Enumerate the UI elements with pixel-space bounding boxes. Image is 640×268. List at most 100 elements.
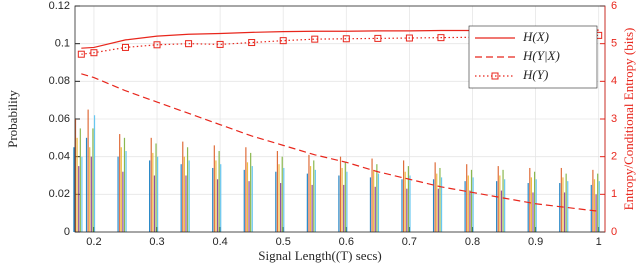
bar (306, 173, 308, 232)
y-axis-label: Probability (5, 90, 20, 148)
bar (590, 184, 592, 232)
bar (220, 164, 222, 232)
bar (78, 166, 80, 232)
bar (188, 160, 190, 232)
bar (371, 158, 373, 232)
bar (213, 145, 215, 232)
y-tick-label: 0.06 (49, 113, 70, 125)
bar (120, 147, 122, 232)
bar (117, 156, 119, 232)
bar (246, 162, 249, 232)
y-tick-label: 0.12 (49, 0, 70, 12)
x-axis-label: Signal Length((T) secs) (258, 248, 381, 263)
y2-axis-label: Entropy/Conditional Entropy (bits) (621, 28, 636, 211)
y-tick-label: 0 (64, 226, 70, 238)
bar (152, 152, 154, 232)
bar (404, 171, 406, 232)
bar (73, 147, 75, 232)
marker (216, 40, 224, 48)
bar (565, 173, 567, 232)
bar (567, 181, 569, 232)
x-tick-label: 0.9 (528, 236, 543, 248)
bar (469, 190, 471, 232)
bar (559, 183, 561, 232)
line (81, 73, 599, 212)
marker (311, 35, 319, 43)
bar (436, 173, 438, 232)
x-tick-label: 0.8 (465, 236, 480, 248)
bar (406, 188, 408, 232)
bar (308, 154, 310, 232)
marker (153, 41, 161, 49)
legend-label: H(Y|X) (522, 48, 560, 63)
bar (81, 156, 83, 232)
marker (405, 34, 413, 42)
x-tick-label: 0.2 (86, 236, 101, 248)
bar (251, 166, 253, 232)
bar (369, 177, 372, 232)
marker (437, 34, 445, 42)
bar (502, 169, 504, 232)
bar (76, 137, 78, 232)
bar (250, 152, 252, 232)
bar (79, 128, 81, 232)
x-tick-label: 0.6 (339, 236, 354, 248)
bar (185, 175, 187, 232)
bar (373, 169, 375, 232)
x-tick-label: 0.7 (402, 236, 417, 248)
bar (338, 175, 340, 232)
y2-tick-label: 2 (611, 151, 617, 163)
bar (90, 156, 92, 232)
bar (464, 181, 466, 232)
y2-tick-label: 4 (611, 75, 617, 87)
bar (150, 137, 152, 232)
y-tick-label: 0.08 (49, 75, 70, 87)
bar (245, 147, 247, 232)
y2-tick-label: 0 (611, 226, 617, 238)
bar (89, 147, 91, 232)
bar (598, 181, 600, 232)
y2-tick-label: 3 (611, 113, 617, 125)
bar (377, 173, 380, 232)
marker (90, 49, 98, 57)
bar (122, 171, 124, 232)
bar (374, 186, 376, 232)
y2-tick-label: 5 (611, 38, 617, 50)
bar (497, 166, 499, 232)
bar (311, 184, 313, 232)
bar (529, 167, 531, 232)
bar (533, 171, 536, 232)
x-tick-label: 0.3 (149, 236, 164, 248)
bar (123, 137, 126, 232)
bar (182, 141, 184, 232)
bar (87, 109, 89, 232)
bar (592, 169, 594, 232)
bar (432, 179, 435, 232)
bar (183, 156, 185, 232)
bar (74, 119, 77, 232)
bar (401, 179, 403, 232)
bar (314, 169, 316, 232)
bar (439, 167, 441, 232)
bar (434, 162, 436, 232)
x-tick-label: 1 (596, 236, 602, 248)
marker (248, 39, 256, 47)
bar (180, 164, 182, 232)
bar (276, 151, 279, 232)
bar (218, 151, 220, 232)
bar (216, 179, 219, 232)
y-tick-label: 0.1 (55, 38, 70, 50)
bar (346, 171, 348, 232)
bar (597, 173, 599, 232)
marker (279, 37, 287, 45)
bar (92, 128, 94, 232)
bar (344, 162, 346, 232)
bar (215, 160, 217, 232)
bar (157, 156, 159, 232)
bar (409, 175, 411, 232)
bar (309, 166, 312, 232)
y2-tick-label: 1 (611, 188, 617, 200)
bar (403, 160, 405, 232)
bar (535, 179, 537, 232)
